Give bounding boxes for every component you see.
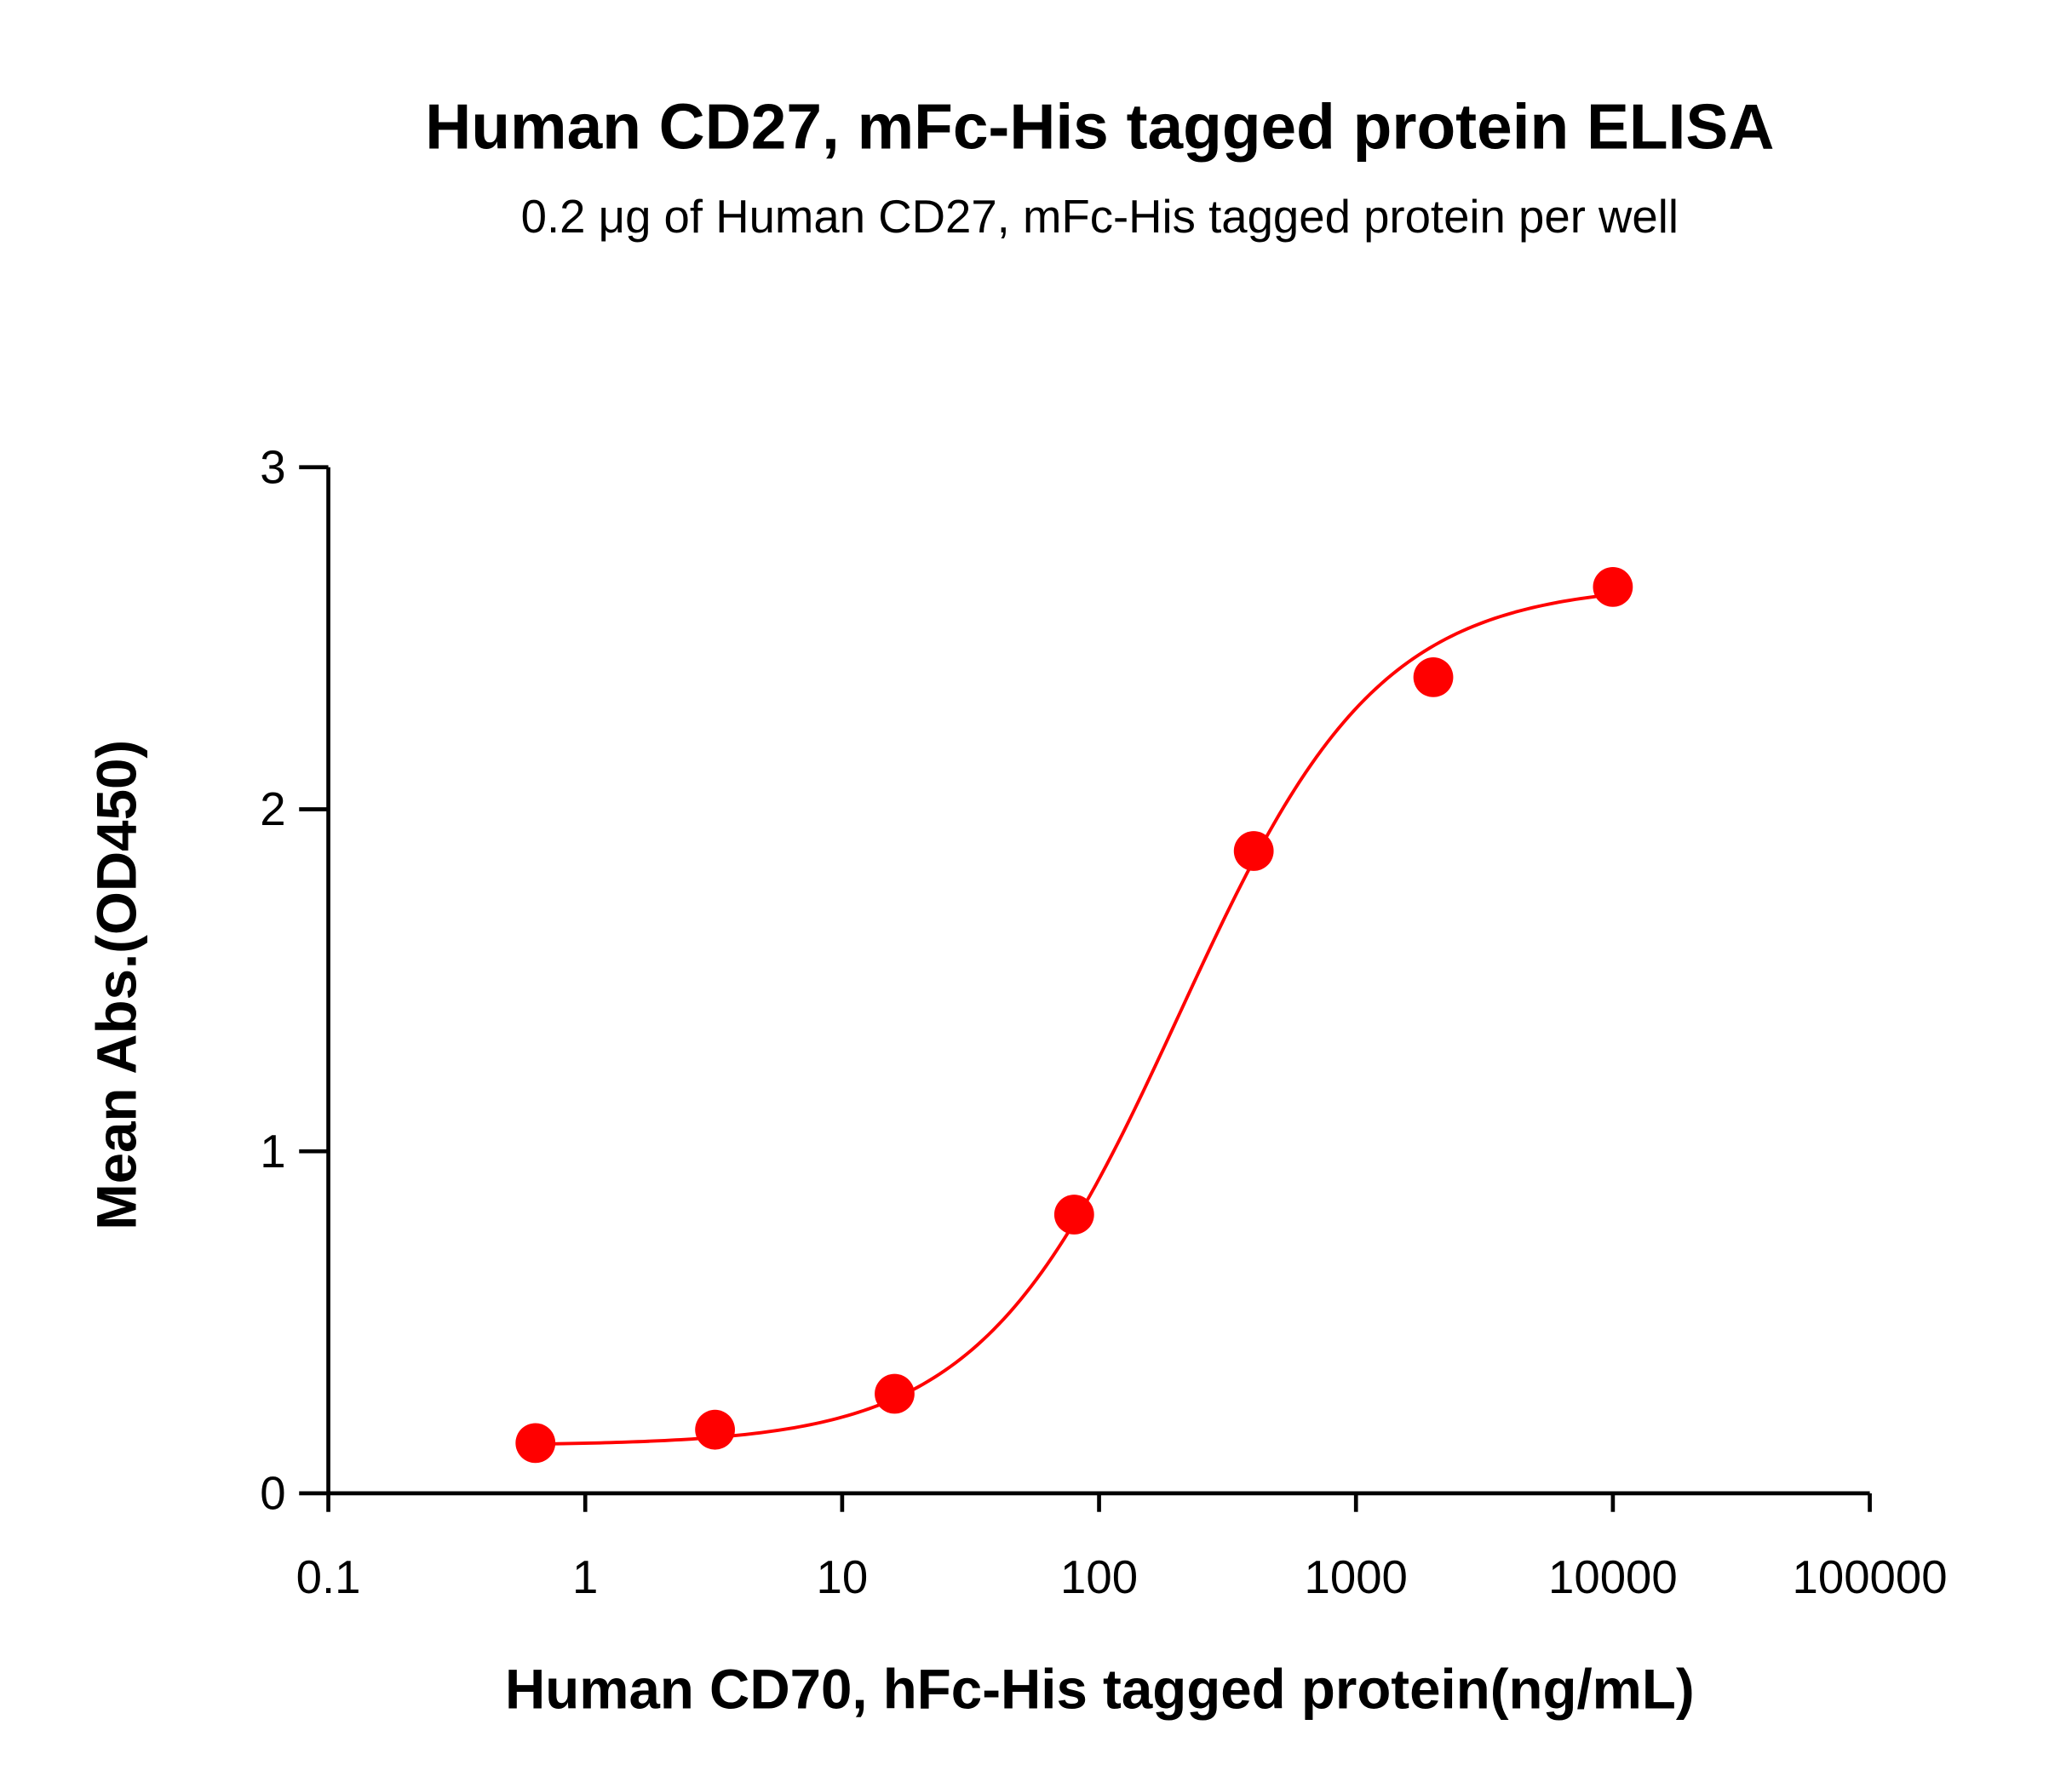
- x-tick-label: 10000: [1548, 1551, 1678, 1603]
- y-axis-label: Mean Abs.(OD450): [85, 740, 147, 1230]
- y-ticks: 0 1 2 3: [260, 441, 329, 1520]
- y-tick-label: 3: [260, 441, 285, 493]
- x-tick-label: 100000: [1793, 1551, 1948, 1603]
- y-tick-label: 1: [260, 1126, 285, 1178]
- data-point: [1413, 657, 1454, 697]
- x-axis-label: Human CD70, hFc-His tagged protein(ng/mL…: [505, 1658, 1695, 1720]
- y-tick-label: 0: [260, 1468, 285, 1520]
- y-tick-label: 2: [260, 783, 285, 835]
- data-point: [1593, 566, 1633, 607]
- data-point: [875, 1373, 915, 1414]
- chart-title: Human CD27, mFc-His tagged protein ELISA: [425, 91, 1774, 163]
- x-ticks: 0.1 1 10 100 1000 10000 100000: [296, 1493, 1948, 1603]
- chart-subtitle: 0.2 μg of Human CD27, mFc-His tagged pro…: [521, 191, 1679, 243]
- x-tick-label: 100: [1060, 1551, 1138, 1603]
- x-tick-label: 1: [572, 1551, 598, 1603]
- data-point: [1053, 1195, 1094, 1235]
- data-point: [1233, 831, 1274, 871]
- data-points: [515, 566, 1633, 1464]
- x-tick-label: 10: [817, 1551, 869, 1603]
- data-point: [515, 1423, 556, 1464]
- data-point: [695, 1409, 735, 1450]
- x-tick-label: 0.1: [296, 1551, 361, 1603]
- fit-curve: [535, 593, 1614, 1447]
- x-tick-label: 1000: [1305, 1551, 1408, 1603]
